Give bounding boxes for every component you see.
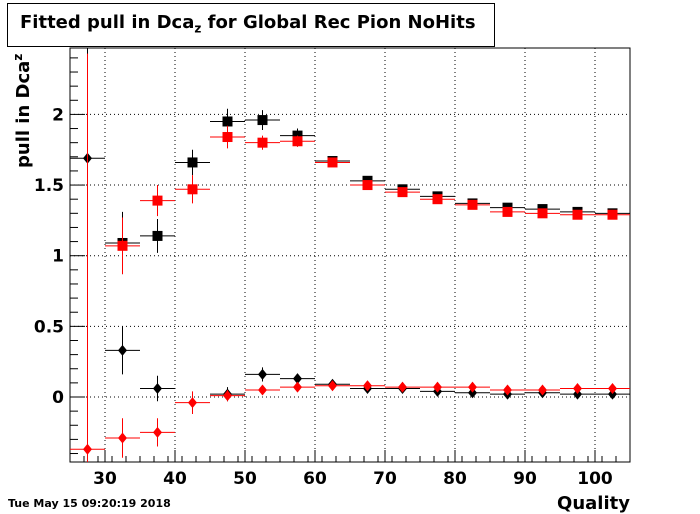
y-tick-label: 0.5 [34, 317, 64, 337]
plot-frame [69, 47, 631, 463]
x-tick-label: 60 [303, 469, 327, 489]
data-point-square [607, 209, 618, 220]
data-point-square [397, 187, 408, 198]
data-point-diamond [328, 380, 337, 392]
data-point-diamond [258, 384, 267, 396]
data-point-square [222, 116, 233, 127]
data-point-diamond [468, 381, 477, 393]
data-point-diamond [153, 426, 162, 438]
data-point-square [572, 209, 583, 220]
data-point-diamond [573, 388, 582, 400]
series-3 [70, 53, 630, 462]
data-point-square [117, 240, 128, 251]
data-point-diamond [503, 384, 512, 396]
series-2 [70, 48, 630, 462]
data-point-square [257, 137, 268, 148]
data-point-diamond [153, 383, 162, 395]
data-point-diamond [223, 390, 232, 402]
data-point-diamond [468, 387, 477, 399]
y-axis-title: pull in Dcaz [11, 54, 34, 168]
data-point-square [187, 184, 198, 195]
x-tick-label: 70 [373, 469, 397, 489]
x-tick-label: 80 [443, 469, 467, 489]
y-axis-title-main: pull in Dca [13, 61, 34, 168]
data-point-square [222, 132, 233, 143]
y-axis-title-subscript: z [11, 54, 25, 61]
series-0 [105, 108, 630, 275]
x-tick-label: 30 [93, 469, 117, 489]
axis-tick-labels: 30 40 50 60 70 80 90 100 0 0.5 1 1.5 2 [34, 105, 613, 489]
data-point-square [187, 157, 198, 168]
x-tick-label: 50 [233, 469, 257, 489]
x-tick-label: 100 [577, 469, 613, 489]
chart-title-subscript: z [194, 21, 202, 36]
data-point-diamond [573, 383, 582, 395]
chart-title-main: Fitted pull in Dca [20, 12, 195, 33]
axis-ticks [69, 57, 631, 462]
chart-title: Fitted pull in Dcaz for Global Rec Pion … [20, 12, 476, 36]
series-layer [70, 48, 630, 462]
data-point-square [502, 206, 513, 217]
data-point-square [257, 115, 268, 126]
x-axis-title: Quality [557, 493, 630, 514]
y-tick-label: 2 [52, 105, 64, 125]
x-tick-label: 90 [513, 469, 537, 489]
data-point-diamond [258, 368, 267, 380]
data-point-square [362, 180, 373, 191]
data-point-square [327, 157, 338, 168]
data-point-square [152, 195, 163, 206]
data-point-diamond [363, 380, 372, 392]
data-point-diamond [538, 384, 547, 396]
data-point-diamond [188, 397, 197, 409]
data-point-diamond [118, 344, 127, 356]
data-point-square [152, 230, 163, 241]
data-point-square [467, 199, 478, 210]
data-point-square [537, 208, 548, 219]
data-point-diamond [433, 381, 442, 393]
y-tick-label: 1.5 [34, 176, 64, 196]
x-tick-label: 40 [163, 469, 187, 489]
chart-title-rest: for Global Rec Pion NoHits [201, 12, 476, 33]
data-point-diamond [118, 432, 127, 444]
data-point-square [292, 136, 303, 147]
grid-lines [70, 48, 630, 462]
data-point-diamond [293, 373, 302, 385]
data-point-diamond [608, 388, 617, 400]
data-point-diamond [293, 381, 302, 393]
data-point-diamond [398, 381, 407, 393]
y-tick-label: 1 [52, 247, 64, 267]
data-point-diamond [83, 443, 92, 455]
data-point-diamond [608, 383, 617, 395]
chart-title-box: Fitted pull in Dcaz for Global Rec Pion … [7, 3, 495, 47]
series-1 [105, 125, 630, 275]
y-tick-label: 0 [52, 388, 64, 408]
timestamp: Tue May 15 09:20:19 2018 [8, 497, 171, 510]
data-point-square [432, 194, 443, 205]
